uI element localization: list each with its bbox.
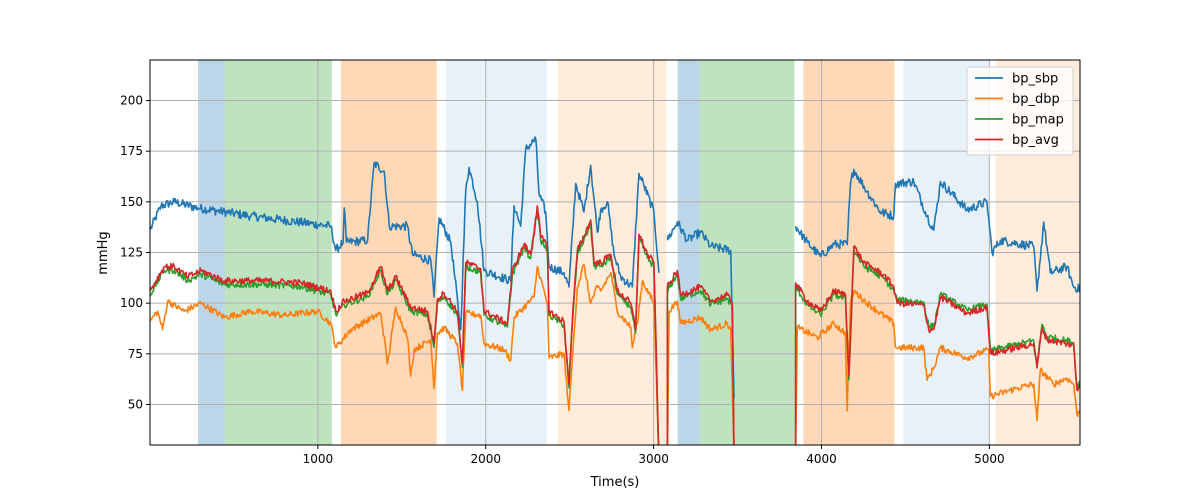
y-tick-label: 50 xyxy=(128,397,143,411)
axis-ticks: 1000 2000 3000 4000 5000 50 75 100 125 150 175 200 xyxy=(120,94,1005,466)
legend-label: bp_sbp xyxy=(1012,72,1058,87)
y-tick-label: 100 xyxy=(120,296,143,310)
legend-label: bp_dbp xyxy=(1012,92,1060,107)
series-line-bp-sbp xyxy=(150,136,1080,399)
legend: bp_sbp bp_dbp bp_map bp_avg xyxy=(966,66,1074,156)
x-tick-label: 2000 xyxy=(470,452,501,466)
legend-label: bp_map xyxy=(1012,113,1064,128)
y-tick-label: 200 xyxy=(120,94,143,108)
x-tick-label: 5000 xyxy=(974,452,1005,466)
y-tick-label: 75 xyxy=(128,347,143,361)
x-axis-label: Time(s) xyxy=(590,475,640,490)
y-tick-label: 150 xyxy=(120,195,143,209)
series-line-bp-avg xyxy=(150,205,1080,445)
y-tick-label: 175 xyxy=(120,144,143,158)
x-tick-label: 4000 xyxy=(806,452,837,466)
y-axis-label: mmHg xyxy=(96,231,111,274)
legend-label: bp_avg xyxy=(1012,133,1059,148)
series-lines xyxy=(150,136,1080,445)
x-tick-label: 3000 xyxy=(638,452,669,466)
x-tick-label: 1000 xyxy=(303,452,334,466)
legend-box xyxy=(966,66,1074,156)
y-tick-label: 125 xyxy=(120,246,143,260)
